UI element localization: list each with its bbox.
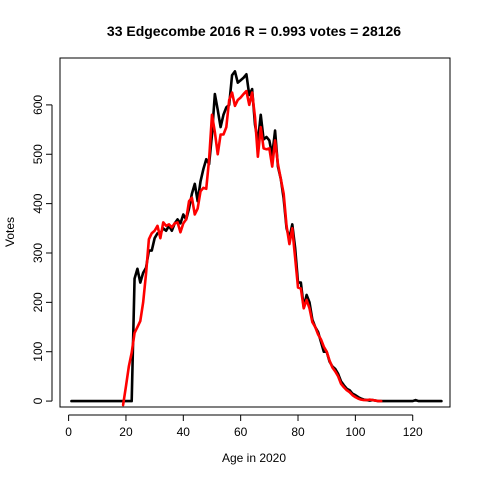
x-tick-label: 40 [177, 425, 191, 439]
x-tick-label: 20 [119, 425, 133, 439]
y-tick-label: 300 [31, 243, 45, 263]
x-tick-label: 60 [234, 425, 248, 439]
y-axis: 0 100 200 300 400 500 600 [31, 95, 53, 404]
x-axis: 0 20 40 60 80 100 120 [65, 414, 423, 439]
series-layer [70, 70, 443, 407]
x-tick-label: 0 [65, 425, 72, 439]
plot-frame [59, 57, 451, 408]
x-axis-label: Age in 2020 [222, 451, 286, 465]
series-line-red [121, 89, 383, 407]
y-tick-label: 100 [31, 341, 45, 361]
y-tick-label: 400 [31, 193, 45, 213]
y-tick-label: 600 [31, 95, 45, 115]
x-tick-label: 80 [291, 425, 305, 439]
x-tick-label: 100 [345, 425, 365, 439]
x-tick-label: 120 [403, 425, 423, 439]
y-tick-label: 0 [31, 397, 45, 404]
chart-title: 33 Edgecombe 2016 R = 0.993 votes = 2812… [107, 23, 401, 39]
y-axis-label: Votes [3, 217, 17, 247]
y-tick-label: 500 [31, 144, 45, 164]
y-tick-label: 200 [31, 292, 45, 312]
